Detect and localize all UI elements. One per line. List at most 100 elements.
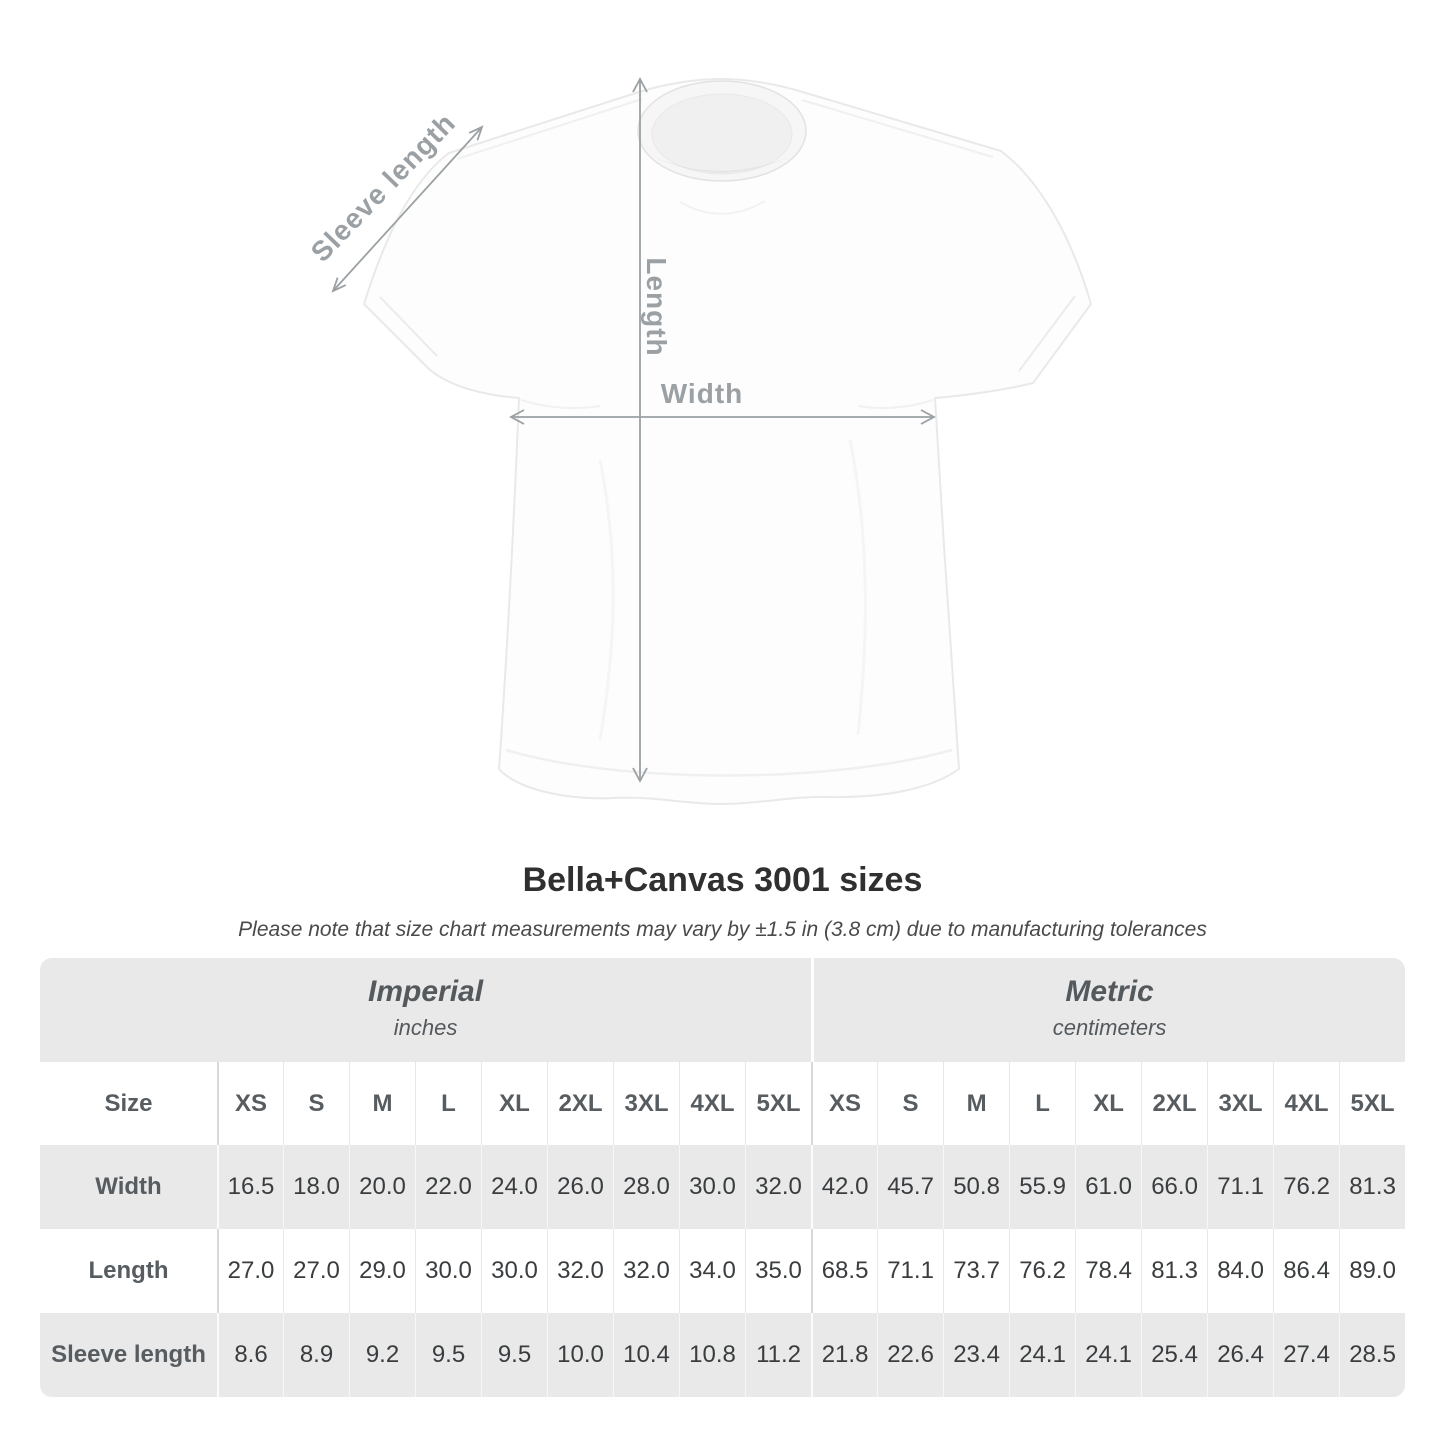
value-cell: 32.0 — [547, 1229, 613, 1313]
size-table: Imperial inches Metric centimeters Size XS S M L… — [40, 958, 1405, 1397]
size-header-cell: S — [283, 1062, 349, 1145]
value-cell: 81.3 — [1141, 1229, 1208, 1313]
value-cell: 61.0 — [1075, 1145, 1142, 1229]
value-cell: 71.1 — [877, 1229, 944, 1313]
tshirt-illustration — [363, 78, 1092, 805]
size-header-cell: XL — [1075, 1062, 1142, 1145]
metric-label: Metric — [1065, 975, 1154, 1008]
value-cell: 73.7 — [943, 1229, 1010, 1313]
value-cell: 10.8 — [679, 1313, 745, 1397]
left-cuff-seam — [379, 296, 438, 357]
value-cell: 30.0 — [481, 1229, 547, 1313]
value-cell: 18.0 — [283, 1145, 349, 1229]
size-header-cell: 3XL — [1207, 1062, 1274, 1145]
size-header-cell: XS — [811, 1062, 878, 1145]
value-cell: 26.4 — [1207, 1313, 1274, 1397]
value-cell: 22.0 — [415, 1145, 481, 1229]
value-cell: 29.0 — [349, 1229, 415, 1313]
value-cell: 86.4 — [1273, 1229, 1340, 1313]
value-cell: 76.2 — [1273, 1145, 1340, 1229]
wrinkle — [598, 459, 615, 741]
size-header-cell: 5XL — [745, 1062, 812, 1145]
value-cell: 76.2 — [1009, 1229, 1076, 1313]
sleeve-length-arrow — [331, 125, 484, 293]
value-cell: 30.0 — [415, 1229, 481, 1313]
imperial-unit: inches — [393, 1015, 458, 1040]
value-cell: 8.6 — [217, 1313, 283, 1397]
row-label-cell: Width — [40, 1145, 217, 1229]
value-cell: 10.0 — [547, 1313, 613, 1397]
value-cell: 27.0 — [217, 1229, 283, 1313]
value-cell: 24.1 — [1009, 1313, 1076, 1397]
length-label: Length — [641, 257, 672, 356]
value-cell: 55.9 — [1009, 1145, 1076, 1229]
size-header-cell: 5XL — [1339, 1062, 1405, 1145]
collar — [637, 80, 807, 182]
left-shoulder-seam — [456, 98, 643, 160]
value-cell: 30.0 — [679, 1145, 745, 1229]
imperial-header: Imperial inches — [40, 958, 812, 1062]
measurement-row: Length 27.0 27.0 29.0 30.0 30.0 32.0 32.0 34.0 35… — [40, 1229, 1405, 1313]
size-header-cell: S — [877, 1062, 944, 1145]
size-header-cell: 4XL — [1273, 1062, 1340, 1145]
value-cell: 20.0 — [349, 1145, 415, 1229]
value-cell: 89.0 — [1339, 1229, 1405, 1313]
value-cell: 11.2 — [745, 1313, 812, 1397]
measurement-row: Sleeve length 8.6 8.9 9.2 9.5 9.5 10.0 10.4 10.8… — [40, 1313, 1405, 1397]
measurement-row: Width 16.5 18.0 20.0 22.0 24.0 26.0 28.0 30.0 32.… — [40, 1145, 1405, 1229]
size-header-cell: XL — [481, 1062, 547, 1145]
size-header-cell: 2XL — [547, 1062, 613, 1145]
right-shoulder-seam — [801, 99, 994, 158]
value-cell: 24.0 — [481, 1145, 547, 1229]
width-label: Width — [661, 378, 744, 409]
value-cell: 32.0 — [745, 1145, 812, 1229]
value-cell: 68.5 — [811, 1229, 878, 1313]
unit-header-row: Imperial inches Metric centimeters — [40, 958, 1405, 1062]
value-cell: 35.0 — [745, 1229, 812, 1313]
page-title: Bella+Canvas 3001 sizes — [522, 861, 923, 899]
value-cell: 81.3 — [1339, 1145, 1405, 1229]
value-cell: 42.0 — [811, 1145, 878, 1229]
width-arrow — [509, 409, 936, 425]
underarm-crease — [857, 399, 934, 409]
imperial-label: Imperial — [368, 975, 484, 1008]
tshirt-diagram-svg: Sleeve length Length Width — [305, 77, 1092, 805]
row-label-cell: Length — [40, 1229, 217, 1313]
value-cell: 50.8 — [943, 1145, 1010, 1229]
value-cell: 66.0 — [1141, 1145, 1208, 1229]
value-cell: 34.0 — [679, 1229, 745, 1313]
value-cell: 9.2 — [349, 1313, 415, 1397]
metric-header: Metric centimeters — [811, 958, 1405, 1062]
size-header-cell: 3XL — [613, 1062, 679, 1145]
tshirt-outline — [363, 78, 1092, 805]
tshirt-diagram: Sleeve length Length Width — [305, 77, 1092, 805]
value-cell: 10.4 — [613, 1313, 679, 1397]
value-cell: 71.1 — [1207, 1145, 1274, 1229]
size-header-cell: L — [415, 1062, 481, 1145]
hem-seam — [505, 748, 953, 777]
size-header-cell: M — [349, 1062, 415, 1145]
size-header-cell: XS — [217, 1062, 283, 1145]
metric-unit: centimeters — [1052, 1015, 1167, 1040]
value-cell: 25.4 — [1141, 1313, 1208, 1397]
underarm-crease — [520, 399, 601, 409]
value-cell: 9.5 — [415, 1313, 481, 1397]
size-header-cell: 2XL — [1141, 1062, 1208, 1145]
length-arrow — [632, 77, 648, 783]
value-cell: 26.0 — [547, 1145, 613, 1229]
value-cell: 84.0 — [1207, 1229, 1274, 1313]
value-cell: 24.1 — [1075, 1313, 1142, 1397]
value-cell: 22.6 — [877, 1313, 944, 1397]
size-header-cell: 4XL — [679, 1062, 745, 1145]
tolerance-note: Please note that size chart measurements… — [238, 918, 1207, 941]
size-header-cell: M — [943, 1062, 1010, 1145]
value-cell: 16.5 — [217, 1145, 283, 1229]
value-cell: 21.8 — [811, 1313, 878, 1397]
value-cell: 9.5 — [481, 1313, 547, 1397]
value-cell: 78.4 — [1075, 1229, 1142, 1313]
value-cell: 23.4 — [943, 1313, 1010, 1397]
value-cell: 27.0 — [283, 1229, 349, 1313]
chest-crease — [679, 200, 766, 215]
value-cell: 8.9 — [283, 1313, 349, 1397]
